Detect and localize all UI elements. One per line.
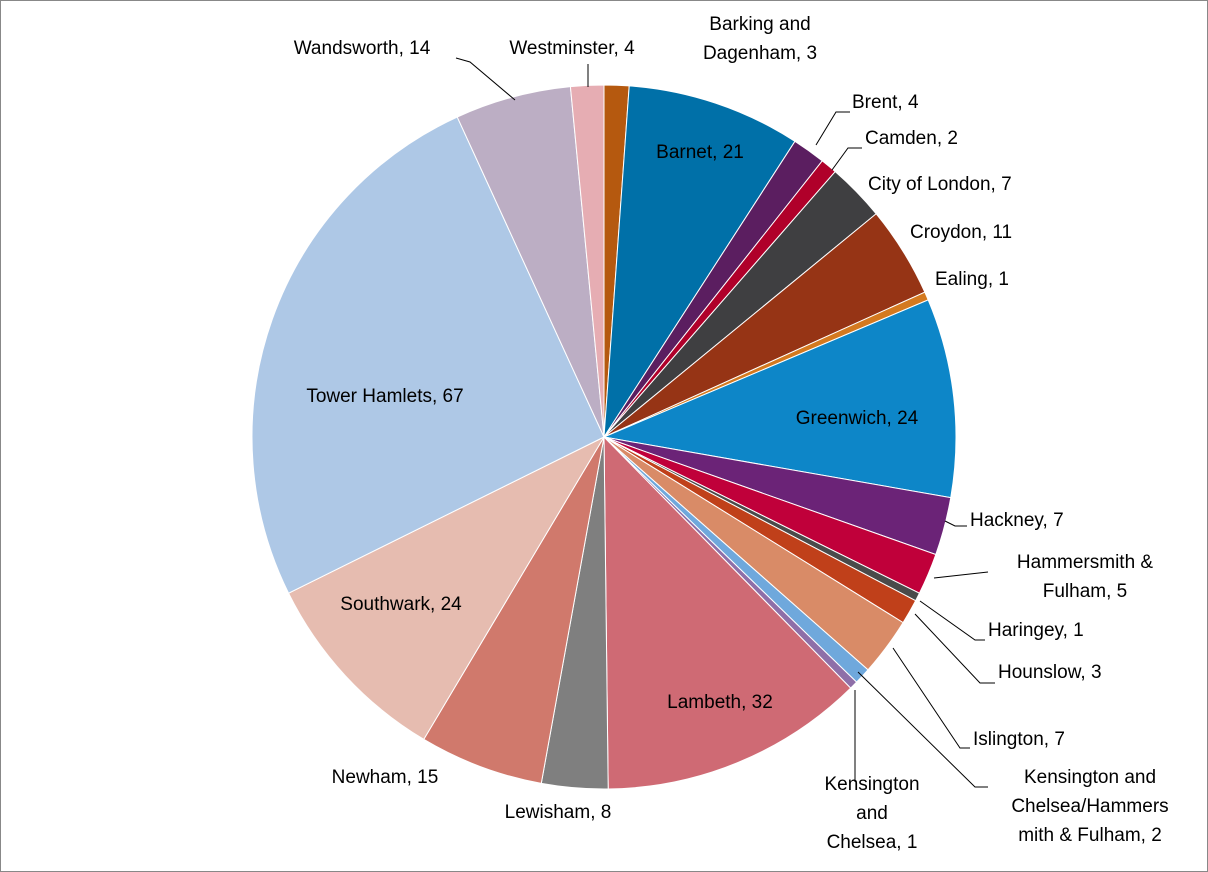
leader-line [857, 671, 988, 788]
leader-line [892, 647, 970, 749]
data-label-line: Barking and [709, 14, 810, 35]
data-label: Barnet, 21 [656, 142, 744, 163]
leader-line [831, 147, 862, 171]
data-label-line: Kensington and [1024, 767, 1156, 788]
leader-line [919, 600, 985, 641]
data-label-line: Haringey, 1 [988, 620, 1084, 641]
leader-line [944, 520, 967, 527]
data-label: Westminster, 4 [509, 38, 635, 59]
data-label: Tower Hamlets, 67 [306, 386, 463, 407]
data-label: Kensington and Chelsea, 1 [824, 774, 919, 853]
leader-line [914, 613, 995, 684]
pie-slice [602, 299, 957, 499]
pie-slice [603, 435, 852, 790]
data-label-line: Lewisham, 8 [505, 802, 612, 823]
data-label: Ealing, 1 [935, 269, 1009, 290]
leader-line [455, 57, 516, 101]
pie-slice [251, 116, 605, 594]
pie-slice [569, 84, 605, 438]
data-label: Hounslow, 3 [998, 662, 1102, 683]
pie-slice [603, 85, 796, 438]
data-label-line: Southwark, 24 [340, 594, 462, 615]
data-label: Hackney, 7 [970, 510, 1064, 531]
pie-slice [287, 435, 606, 741]
data-label: Newham, 15 [332, 767, 439, 788]
data-label-line: Tower Hamlets, 67 [306, 386, 463, 407]
data-label-line: Brent, 4 [852, 92, 919, 113]
data-label-line: Barnet, 21 [656, 142, 744, 163]
data-label-line: Wandsworth, 14 [294, 38, 431, 59]
data-label: Haringey, 1 [988, 620, 1084, 641]
data-label: Lambeth, 32 [667, 692, 773, 713]
data-label-line: Dagenham, 3 [703, 43, 817, 64]
data-label-line: Camden, 2 [865, 128, 958, 149]
data-label: Barking and Dagenham, 3 [703, 14, 817, 64]
data-label: Islington, 7 [973, 729, 1065, 750]
data-label-line: Chelsea/Hammers [1011, 796, 1168, 817]
data-label-line: Greenwich, 24 [796, 408, 919, 429]
data-label-line: and [856, 803, 888, 824]
data-label-line: Hackney, 7 [970, 510, 1064, 531]
data-label-line: Westminster, 4 [509, 38, 635, 59]
data-label: Southwark, 24 [340, 594, 462, 615]
data-label-line: Hounslow, 3 [998, 662, 1102, 683]
data-label: Greenwich, 24 [796, 408, 919, 429]
leader-line [815, 111, 850, 146]
data-label: Croydon, 11 [910, 222, 1012, 243]
data-label-line: Fulham, 5 [1043, 581, 1127, 602]
data-label-line: Islington, 7 [973, 729, 1065, 750]
data-label-line: Lambeth, 32 [667, 692, 773, 713]
data-label-line: Kensington [824, 774, 919, 795]
data-label-line: mith & Fulham, 2 [1018, 825, 1162, 846]
data-label-line: Hammersmith & [1017, 552, 1154, 573]
data-label: Kensington and Chelsea/Hammers mith & Fulh… [1011, 767, 1168, 846]
leader-line [933, 571, 989, 579]
data-label: Brent, 4 [852, 92, 919, 113]
data-label-line: Croydon, 11 [910, 222, 1012, 243]
pie-slice [423, 436, 605, 784]
data-label: Hammersmith & Fulham, 5 [1017, 552, 1154, 602]
data-label: Wandsworth, 14 [294, 38, 431, 59]
data-label: Camden, 2 [865, 128, 958, 149]
data-label: City of London, 7 [868, 174, 1012, 195]
data-label-line: Chelsea, 1 [827, 832, 918, 853]
data-label: Lewisham, 8 [505, 802, 612, 823]
data-label-line: Newham, 15 [332, 767, 439, 788]
data-label-line: City of London, 7 [868, 174, 1012, 195]
data-label-line: Ealing, 1 [935, 269, 1009, 290]
